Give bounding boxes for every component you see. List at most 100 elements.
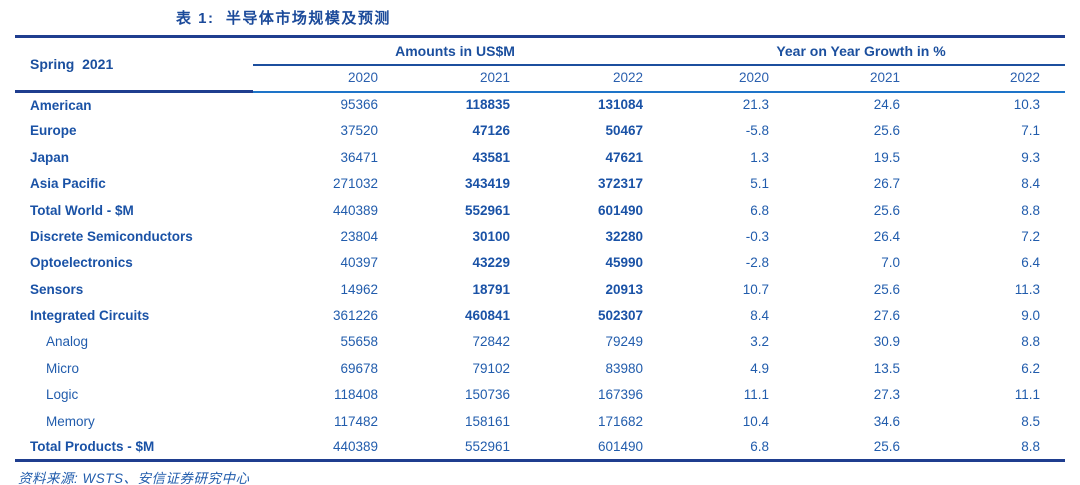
growth-cell: 7.0 xyxy=(881,255,901,271)
row-label: Integrated Circuits xyxy=(30,308,150,324)
amount-cell: 23804 xyxy=(340,228,378,244)
table-row: Total World - $M 440389 552961 601490 6.8 25.… xyxy=(15,197,1065,223)
amount-cell: 95366 xyxy=(340,97,378,113)
amount-cell: 36471 xyxy=(340,149,378,165)
table-row: Total Products - $M 440389 552961 601490 6.8… xyxy=(15,435,1065,461)
amount-cell: 117482 xyxy=(333,413,378,429)
amount-cell: 83980 xyxy=(605,360,644,376)
growth-cell: 6.4 xyxy=(1021,255,1041,271)
row-label: Micro xyxy=(46,360,79,376)
table-row: Sensors 14962 18791 20913 10.7 25.6 11.3 xyxy=(15,276,1065,302)
amount-cell: 361226 xyxy=(332,308,378,324)
growth-cell: 10.3 xyxy=(1013,97,1041,113)
growth-cell: 8.8 xyxy=(1021,202,1041,218)
growth-year-2021: 2021 xyxy=(791,64,926,93)
growth-cell: 7.1 xyxy=(1021,123,1041,139)
amounts-group-header: Amounts in US$M xyxy=(253,36,658,66)
growth-cell: 6.8 xyxy=(750,202,770,218)
amount-cell: 43229 xyxy=(472,255,510,271)
amount-cell: 167396 xyxy=(597,387,644,403)
row-label: American xyxy=(30,97,92,113)
growth-group-header: Year on Year Growth in % xyxy=(657,36,1066,66)
amount-cell: 150736 xyxy=(464,387,510,403)
growth-cell: 25.6 xyxy=(873,123,901,139)
growth-cell: 26.7 xyxy=(873,176,901,192)
amount-cell: 552961 xyxy=(464,202,510,218)
table-row: Asia Pacific 271032 343419 372317 5.1 26.7 8.4 xyxy=(15,171,1065,197)
amount-cell: 158161 xyxy=(464,413,510,429)
amount-cell: 171682 xyxy=(597,413,644,429)
amount-cell: 601490 xyxy=(597,439,644,455)
table-row: Integrated Circuits 361226 460841 502307 8.4… xyxy=(15,303,1065,329)
year-header-row: 2020 2021 2022 2020 2021 2022 xyxy=(15,64,1066,93)
growth-cell: 1.3 xyxy=(750,149,770,165)
growth-cell: 11.1 xyxy=(743,387,770,403)
table-row: Analog 55658 72842 79249 3.2 30.9 8.8 xyxy=(15,329,1065,355)
growth-cell: 6.8 xyxy=(750,439,770,455)
growth-cell: 8.4 xyxy=(1021,176,1041,192)
growth-cell: 11.3 xyxy=(1014,281,1041,297)
table-row: Discrete Semiconductors 23804 30100 32280 -0… xyxy=(15,223,1065,249)
growth-cell: 30.9 xyxy=(873,334,901,350)
growth-cell: -0.3 xyxy=(745,228,770,244)
amount-cell: 20913 xyxy=(605,281,644,297)
growth-cell: 7.2 xyxy=(1021,228,1041,244)
amount-cell: 118835 xyxy=(465,97,510,113)
amount-cell: 37520 xyxy=(340,123,378,139)
growth-cell: 13.5 xyxy=(873,360,901,376)
semiconductor-market-table: Spring 2021 Amounts in US$M Year on Year… xyxy=(15,35,1066,463)
amount-cell: 440389 xyxy=(332,439,378,455)
table-title: 表 1: 半导体市场规模及预测 xyxy=(176,10,391,27)
row-label: Total World - $M xyxy=(30,202,134,218)
growth-cell: 25.6 xyxy=(873,281,901,297)
growth-cell: 11.1 xyxy=(1014,387,1041,403)
table-row: Memory 117482 158161 171682 10.4 34.6 8.5 xyxy=(15,408,1065,434)
growth-year-2022: 2022 xyxy=(925,64,1066,93)
row-label: Memory xyxy=(46,413,95,429)
amount-cell: 118408 xyxy=(333,387,378,403)
growth-cell: 8.4 xyxy=(750,308,770,324)
row-label: Japan xyxy=(30,149,70,165)
row-label: Asia Pacific xyxy=(30,176,106,192)
growth-cell: 8.8 xyxy=(1021,439,1041,455)
row-label: Europe xyxy=(30,123,77,139)
amount-cell: 50467 xyxy=(605,123,644,139)
growth-cell: 25.6 xyxy=(873,439,901,455)
growth-cell: 8.5 xyxy=(1021,413,1041,429)
amount-cell: 69678 xyxy=(340,360,378,376)
amounts-year-2021: 2021 xyxy=(388,64,522,93)
growth-cell: 27.3 xyxy=(873,387,901,403)
amount-cell: 47126 xyxy=(472,123,510,139)
table-row: Optoelectronics 40397 43229 45990 -2.8 7.0 6.4 xyxy=(15,250,1065,276)
amount-cell: 271032 xyxy=(332,176,378,192)
amount-cell: 32280 xyxy=(605,228,644,244)
amount-cell: 502307 xyxy=(597,308,644,324)
amount-cell: 601490 xyxy=(597,202,644,218)
amount-cell: 30100 xyxy=(472,228,510,244)
growth-cell: 8.8 xyxy=(1021,334,1041,350)
growth-cell: 3.2 xyxy=(750,334,770,350)
table-row: Logic 118408 150736 167396 11.1 27.3 11.1 xyxy=(15,382,1065,408)
table-row: American 95366 118835 131084 21.3 24.6 10.3 xyxy=(15,92,1065,118)
amount-cell: 79102 xyxy=(472,360,510,376)
amount-cell: 552961 xyxy=(464,439,510,455)
growth-cell: 25.6 xyxy=(873,202,901,218)
row-label: Analog xyxy=(46,334,89,350)
amount-cell: 79249 xyxy=(605,334,644,350)
amount-cell: 72842 xyxy=(472,334,510,350)
growth-cell: 4.9 xyxy=(750,360,770,376)
growth-cell: -5.8 xyxy=(745,123,770,139)
growth-cell: -2.8 xyxy=(745,255,770,271)
growth-cell: 9.3 xyxy=(1021,149,1041,165)
amount-cell: 43581 xyxy=(472,149,510,165)
amount-cell: 45990 xyxy=(605,255,644,271)
amount-cell: 55658 xyxy=(340,334,378,350)
amount-cell: 460841 xyxy=(464,308,510,324)
group-header-row: Spring 2021 Amounts in US$M Year on Year… xyxy=(15,36,1066,93)
corner-header: Spring 2021 xyxy=(15,36,253,93)
row-label: Sensors xyxy=(30,281,84,297)
amount-cell: 440389 xyxy=(332,202,378,218)
row-label: Total Products - $M xyxy=(30,439,155,455)
source-note: 资料来源: WSTS、安信证券研究中心 xyxy=(18,471,250,485)
table-row: Europe 37520 47126 50467 -5.8 25.6 7.1 xyxy=(15,118,1065,144)
